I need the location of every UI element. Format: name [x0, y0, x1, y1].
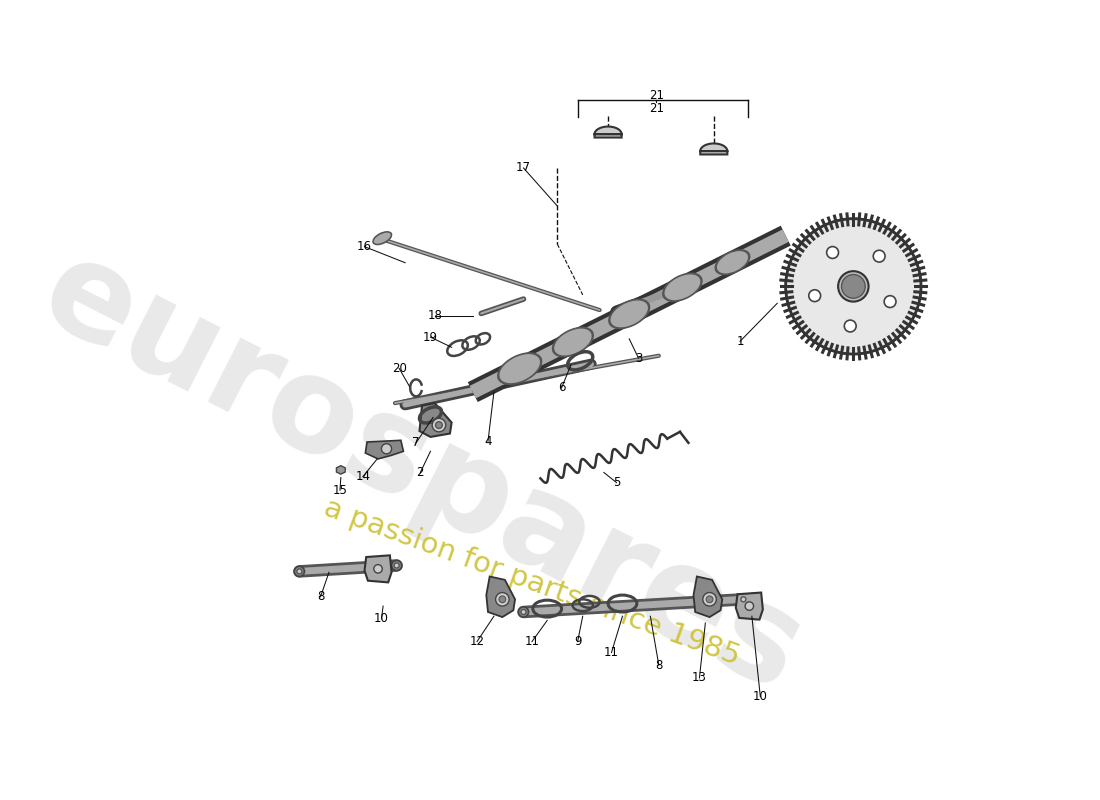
Text: 13: 13: [692, 671, 707, 685]
Ellipse shape: [373, 232, 392, 245]
Text: 5: 5: [613, 476, 620, 489]
Circle shape: [499, 596, 506, 602]
Polygon shape: [693, 577, 723, 617]
Text: 21: 21: [649, 102, 663, 115]
Text: 19: 19: [424, 330, 438, 344]
Circle shape: [838, 271, 869, 302]
Text: 7: 7: [412, 436, 420, 450]
Polygon shape: [337, 466, 345, 474]
Text: 18: 18: [427, 310, 442, 322]
Text: 9: 9: [574, 635, 582, 648]
Ellipse shape: [608, 299, 650, 329]
Circle shape: [496, 593, 509, 606]
Polygon shape: [736, 593, 763, 620]
Circle shape: [521, 610, 526, 614]
Circle shape: [845, 320, 856, 332]
Polygon shape: [486, 577, 515, 617]
Text: 14: 14: [355, 470, 371, 483]
Circle shape: [297, 569, 301, 574]
Circle shape: [741, 597, 746, 602]
Text: 15: 15: [332, 484, 348, 497]
Circle shape: [382, 444, 392, 454]
Circle shape: [873, 250, 886, 262]
Text: 3: 3: [635, 352, 642, 365]
Text: 11: 11: [525, 635, 539, 648]
Polygon shape: [364, 555, 392, 582]
Circle shape: [738, 594, 748, 604]
Text: 12: 12: [470, 635, 484, 648]
Circle shape: [785, 218, 921, 354]
Text: 8: 8: [656, 658, 662, 672]
Circle shape: [374, 565, 383, 573]
Circle shape: [518, 607, 529, 617]
Ellipse shape: [375, 234, 390, 243]
Polygon shape: [419, 403, 452, 437]
Text: 1: 1: [736, 335, 744, 348]
Circle shape: [436, 422, 442, 429]
Circle shape: [808, 290, 821, 302]
Circle shape: [745, 602, 754, 610]
Ellipse shape: [554, 330, 591, 354]
Text: 6: 6: [558, 382, 565, 394]
Text: 17: 17: [516, 162, 531, 174]
Text: 2: 2: [417, 466, 425, 479]
Polygon shape: [594, 126, 621, 138]
Circle shape: [432, 418, 446, 432]
Circle shape: [706, 596, 713, 602]
Ellipse shape: [717, 252, 747, 273]
Text: 11: 11: [604, 646, 619, 659]
Ellipse shape: [497, 353, 541, 384]
Circle shape: [703, 593, 716, 606]
Text: 21: 21: [649, 89, 663, 102]
Circle shape: [884, 296, 896, 307]
Circle shape: [827, 246, 838, 258]
Polygon shape: [365, 440, 404, 459]
Circle shape: [394, 563, 399, 568]
Ellipse shape: [500, 354, 539, 382]
Ellipse shape: [715, 250, 750, 274]
Text: 4: 4: [484, 434, 492, 448]
Ellipse shape: [666, 275, 700, 299]
Text: eurospares: eurospares: [21, 226, 823, 718]
Ellipse shape: [612, 301, 647, 326]
Circle shape: [295, 566, 305, 577]
Text: 10: 10: [374, 612, 389, 626]
Text: 16: 16: [358, 240, 372, 253]
Circle shape: [392, 561, 402, 570]
Ellipse shape: [552, 327, 593, 357]
Polygon shape: [701, 143, 727, 154]
Text: 10: 10: [752, 690, 768, 703]
Circle shape: [842, 274, 866, 298]
Text: 20: 20: [392, 362, 407, 375]
Text: 8: 8: [317, 590, 324, 603]
Ellipse shape: [663, 274, 702, 302]
Text: a passion for parts since 1985: a passion for parts since 1985: [320, 494, 744, 671]
